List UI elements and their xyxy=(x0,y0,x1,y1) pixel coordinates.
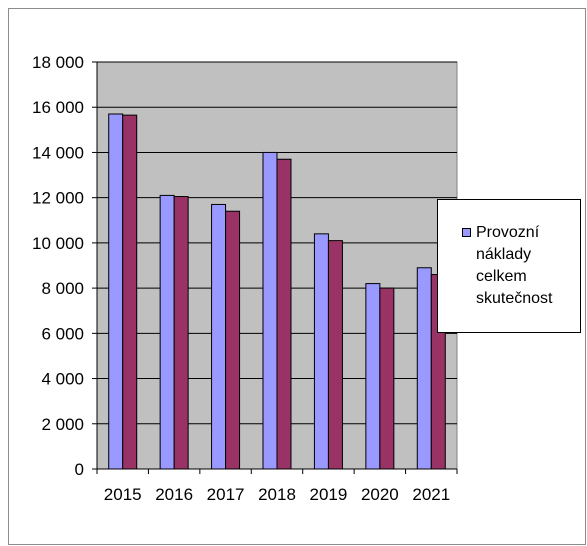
bar-2021-series-1 xyxy=(416,267,432,470)
legend-swatch xyxy=(462,228,471,237)
legend-label: Provozní náklady celkem skutečnost xyxy=(476,224,553,307)
bar-2020-series-2 xyxy=(379,287,395,470)
y-tick-label: 2 000 xyxy=(41,415,84,434)
y-tick-label: 0 xyxy=(75,460,84,479)
bar-2017-series-2 xyxy=(225,210,241,470)
bar-2015-series-1 xyxy=(108,113,124,470)
bar-2017-series-1 xyxy=(211,203,227,470)
y-tick-label: 4 000 xyxy=(41,370,84,389)
x-tick-label: 2016 xyxy=(155,485,193,504)
bar-2020-series-1 xyxy=(365,283,381,470)
bar-2015-series-2 xyxy=(122,114,138,470)
y-tick-label: 14 000 xyxy=(32,143,84,162)
bar-2016-series-1 xyxy=(159,194,175,470)
bar-2018-series-1 xyxy=(262,151,278,470)
y-tick-label: 18 000 xyxy=(32,53,84,72)
x-tick-label: 2015 xyxy=(104,485,142,504)
bar-2019-series-2 xyxy=(327,240,343,470)
x-tick-label: 2017 xyxy=(207,485,245,504)
y-tick-label: 8 000 xyxy=(41,279,84,298)
bar-2016-series-2 xyxy=(173,196,189,470)
bar-2018-series-2 xyxy=(276,158,292,470)
x-tick-label: 2019 xyxy=(310,485,348,504)
x-tick-label: 2018 xyxy=(258,485,296,504)
y-tick-label: 12 000 xyxy=(32,189,84,208)
legend: Provozní náklady celkem skutečnost xyxy=(437,199,581,333)
x-tick-label: 2021 xyxy=(412,485,450,504)
y-tick-label: 6 000 xyxy=(41,324,84,343)
y-tick-label: 10 000 xyxy=(32,234,84,253)
bar-2019-series-1 xyxy=(313,233,329,470)
x-tick-label: 2020 xyxy=(361,485,399,504)
y-tick-label: 16 000 xyxy=(32,98,84,117)
